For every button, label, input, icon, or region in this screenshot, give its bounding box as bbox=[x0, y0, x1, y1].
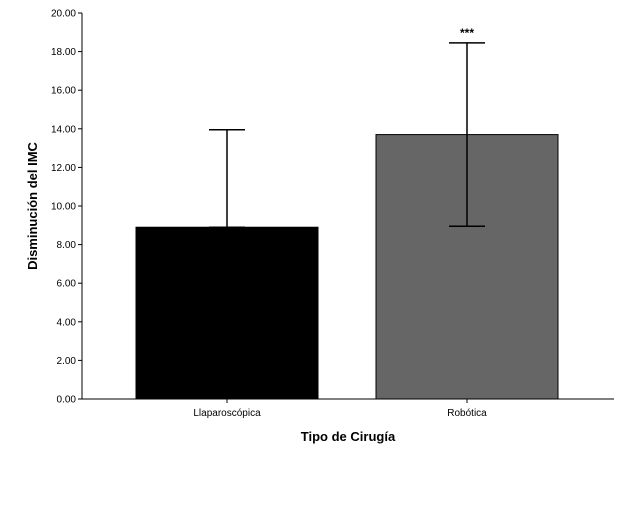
x-tick-label-2: Robótica bbox=[447, 408, 487, 419]
significance-label-2: *** bbox=[460, 26, 474, 40]
y-tick-label-8: 16.00 bbox=[51, 86, 76, 97]
y-tick-label-9: 18.00 bbox=[51, 47, 76, 58]
error-bars-layer bbox=[209, 42, 485, 228]
y-tick-label-3: 6.00 bbox=[57, 279, 77, 290]
y-tick-label-4: 8.00 bbox=[57, 240, 77, 251]
axes-layer bbox=[78, 12, 614, 403]
x-tick-label-1: Llaparoscópica bbox=[193, 408, 261, 419]
y-tick-label-7: 14.00 bbox=[51, 124, 76, 135]
y-tick-label-1: 2.00 bbox=[57, 356, 77, 367]
y-tick-label-2: 4.00 bbox=[57, 317, 77, 328]
y-axis-title: Disminución del IMC bbox=[25, 141, 40, 269]
labels-layer: *** 0.00 2.00 4.00 6.00 8.00 10.00 12.00 14.00 16… bbox=[51, 9, 487, 420]
y-tick-label-6: 12.00 bbox=[51, 163, 76, 174]
y-tick-label-0: 0.00 bbox=[57, 395, 77, 406]
y-tick-label-10: 20.00 bbox=[51, 9, 76, 20]
bars-layer bbox=[135, 134, 559, 400]
y-tick-label-5: 10.00 bbox=[51, 202, 76, 213]
x-axis-title: Tipo de Cirugía bbox=[301, 429, 396, 444]
bar-1 bbox=[135, 226, 319, 400]
